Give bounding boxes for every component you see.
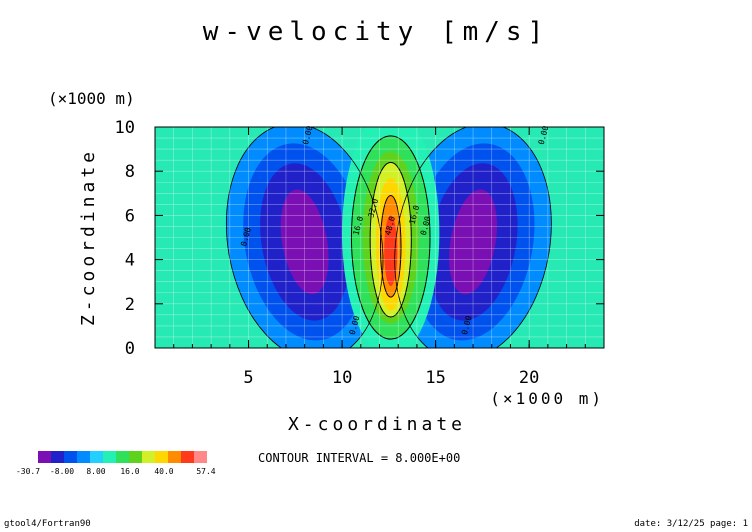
contour-line-zero-0 (225, 127, 384, 348)
colorbar-label: -8.00 (50, 467, 74, 476)
colorbar-swatch (155, 451, 168, 463)
contour-line-zero-1 (394, 127, 552, 348)
x-tick-label: 15 (425, 368, 445, 388)
colorbar: -30.7 -8.00 8.00 16.0 40.0 57.4 (16, 451, 216, 476)
y-unit-label: (×1000 m) (48, 89, 135, 108)
colorbar-swatch (129, 451, 142, 463)
colorbar-swatch (194, 451, 207, 463)
colorbar-swatch (181, 451, 194, 463)
y-tick-label: 0 (125, 339, 135, 359)
x-axis-label: X-coordinate (288, 414, 466, 435)
y-tick-label: 4 (125, 251, 135, 271)
contour-line-pos-1 (369, 161, 412, 318)
colorbar-swatch (116, 451, 129, 463)
y-axis-label: Z-coordinate (78, 148, 99, 326)
colorbar-swatch (51, 451, 64, 463)
colorbar-swatch (103, 451, 116, 463)
contour-line-layer (225, 127, 552, 348)
colorbar-swatch (77, 451, 90, 463)
contour-line-pos-2 (379, 195, 402, 298)
tick-layer: 5 10 15 20 0 2 4 6 8 10 (115, 118, 604, 388)
x-tick-label: 20 (519, 368, 539, 388)
colorbar-swatch (38, 451, 51, 463)
colorbar-label: 16.0 (120, 467, 139, 476)
colorbar-label: 57.4 (196, 467, 215, 476)
footer-right: date: 3/12/25 page: 1 (634, 519, 748, 529)
plot-area: 0.000.000.000.000.000.0016.016.032.048.0… (115, 118, 605, 388)
x-tick-label: 5 (243, 368, 253, 388)
contour-fill-neg-1-3 (449, 189, 497, 295)
footer-left: gtool4/Fortran90 (4, 519, 91, 529)
colorbar-label: -30.7 (16, 467, 40, 476)
y-tick-label: 8 (125, 162, 135, 182)
contour-line-pos-0 (350, 135, 431, 340)
x-tick-label: 10 (332, 368, 352, 388)
contour-interval-text: CONTOUR INTERVAL = 8.000E+00 (258, 451, 460, 465)
colorbar-swatch (168, 451, 181, 463)
grid-layer (155, 127, 604, 348)
contour-fill-pos-6 (384, 215, 398, 287)
y-tick-label: 2 (125, 295, 135, 315)
chart-title: w-velocity [m/s] (203, 17, 549, 47)
colorbar-swatch (142, 451, 155, 463)
colorbar-swatch (90, 451, 103, 463)
y-tick-label: 6 (125, 206, 135, 226)
contour-fill-neg-0-3 (280, 189, 329, 295)
contour-fill-layer (226, 127, 552, 348)
colorbar-swatch (64, 451, 77, 463)
y-tick-label: 10 (115, 118, 135, 138)
x-unit-label: (×1000 m) (490, 389, 604, 408)
colorbar-label: 40.0 (154, 467, 173, 476)
colorbar-label: 8.00 (86, 467, 105, 476)
